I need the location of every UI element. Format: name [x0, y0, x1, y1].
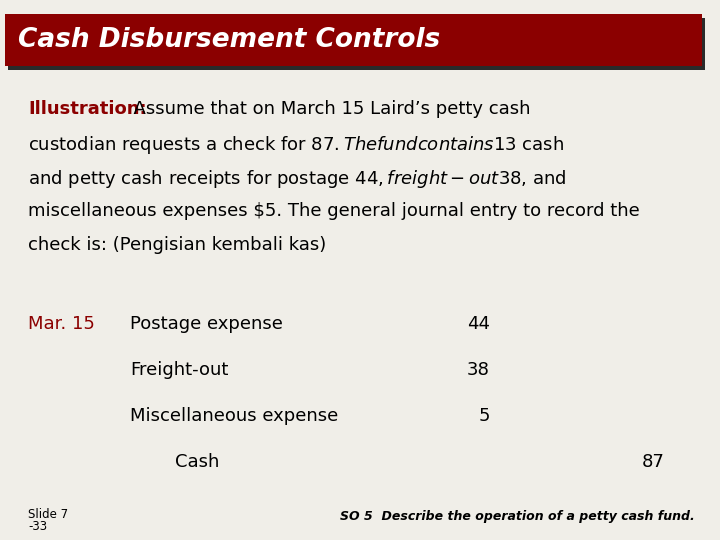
Text: check is: (Pengisian kembali kas): check is: (Pengisian kembali kas) — [28, 236, 326, 254]
Text: 87: 87 — [642, 453, 665, 471]
Text: SO 5  Describe the operation of a petty cash fund.: SO 5 Describe the operation of a petty c… — [341, 510, 695, 523]
Text: Freight-out: Freight-out — [130, 361, 228, 379]
Text: custodian requests a check for $87. The fund contains $13 cash: custodian requests a check for $87. The … — [28, 134, 564, 156]
Text: miscellaneous expenses $5. The general journal entry to record the: miscellaneous expenses $5. The general j… — [28, 202, 640, 220]
Text: Mar. 15: Mar. 15 — [28, 315, 95, 333]
Bar — [8, 18, 705, 70]
Text: Assume that on March 15 Laird’s petty cash: Assume that on March 15 Laird’s petty ca… — [122, 100, 531, 118]
Text: Illustration:: Illustration: — [28, 100, 147, 118]
Bar — [5, 14, 702, 66]
Text: Miscellaneous expense: Miscellaneous expense — [130, 407, 338, 425]
Text: Slide 7: Slide 7 — [28, 508, 68, 521]
Text: -33: -33 — [28, 520, 47, 533]
Text: 44: 44 — [467, 315, 490, 333]
Text: and petty cash receipts for postage $44, freight-out $38, and: and petty cash receipts for postage $44,… — [28, 168, 567, 190]
Text: 38: 38 — [467, 361, 490, 379]
Text: 5: 5 — [479, 407, 490, 425]
Text: Postage expense: Postage expense — [130, 315, 283, 333]
Text: Cash: Cash — [175, 453, 220, 471]
Text: Cash Disbursement Controls: Cash Disbursement Controls — [18, 27, 440, 53]
